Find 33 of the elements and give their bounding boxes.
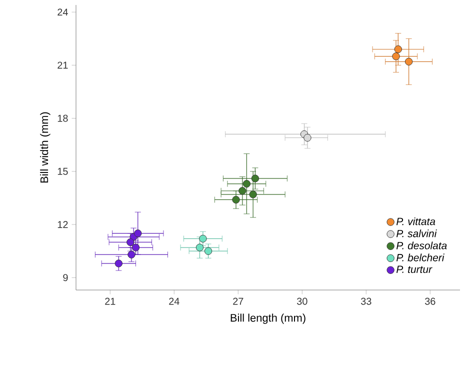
x-tick-label: 27 [233,298,244,305]
legend-label: P. vittata [396,217,436,226]
point [238,187,246,195]
y-tick-label: 18 [58,114,68,122]
point [128,250,136,258]
legend-label: P. desolata [396,242,447,250]
point [249,190,257,198]
point [196,244,204,252]
point [199,234,207,242]
point [204,247,212,255]
point [114,260,123,268]
x-tick-label: 24 [169,298,180,305]
x-tick-label: 21 [105,298,116,305]
point [392,52,400,60]
x-tick-label: 30 [296,298,308,305]
x-tick-label: 33 [360,298,372,305]
point [304,134,312,142]
x-axis-title: Bill length (mm) [230,314,306,324]
point [242,180,251,188]
y-tick-label: 9 [63,274,68,282]
y-tick-label: 24 [58,8,68,16]
point [404,58,413,66]
legend-label: P. salvini [396,230,437,238]
y-tick-label: 21 [58,62,68,69]
legend-label: P. belcheri [396,254,444,262]
point [394,45,402,54]
y-tick-label: 12 [58,221,68,228]
legend-label: P. turtur [396,266,432,274]
y-tick-label: 15 [58,168,68,175]
y-axis-title: Bill width (mm) [40,112,50,183]
point [251,174,260,182]
x-tick-label: 36 [424,298,436,305]
point [232,196,240,204]
